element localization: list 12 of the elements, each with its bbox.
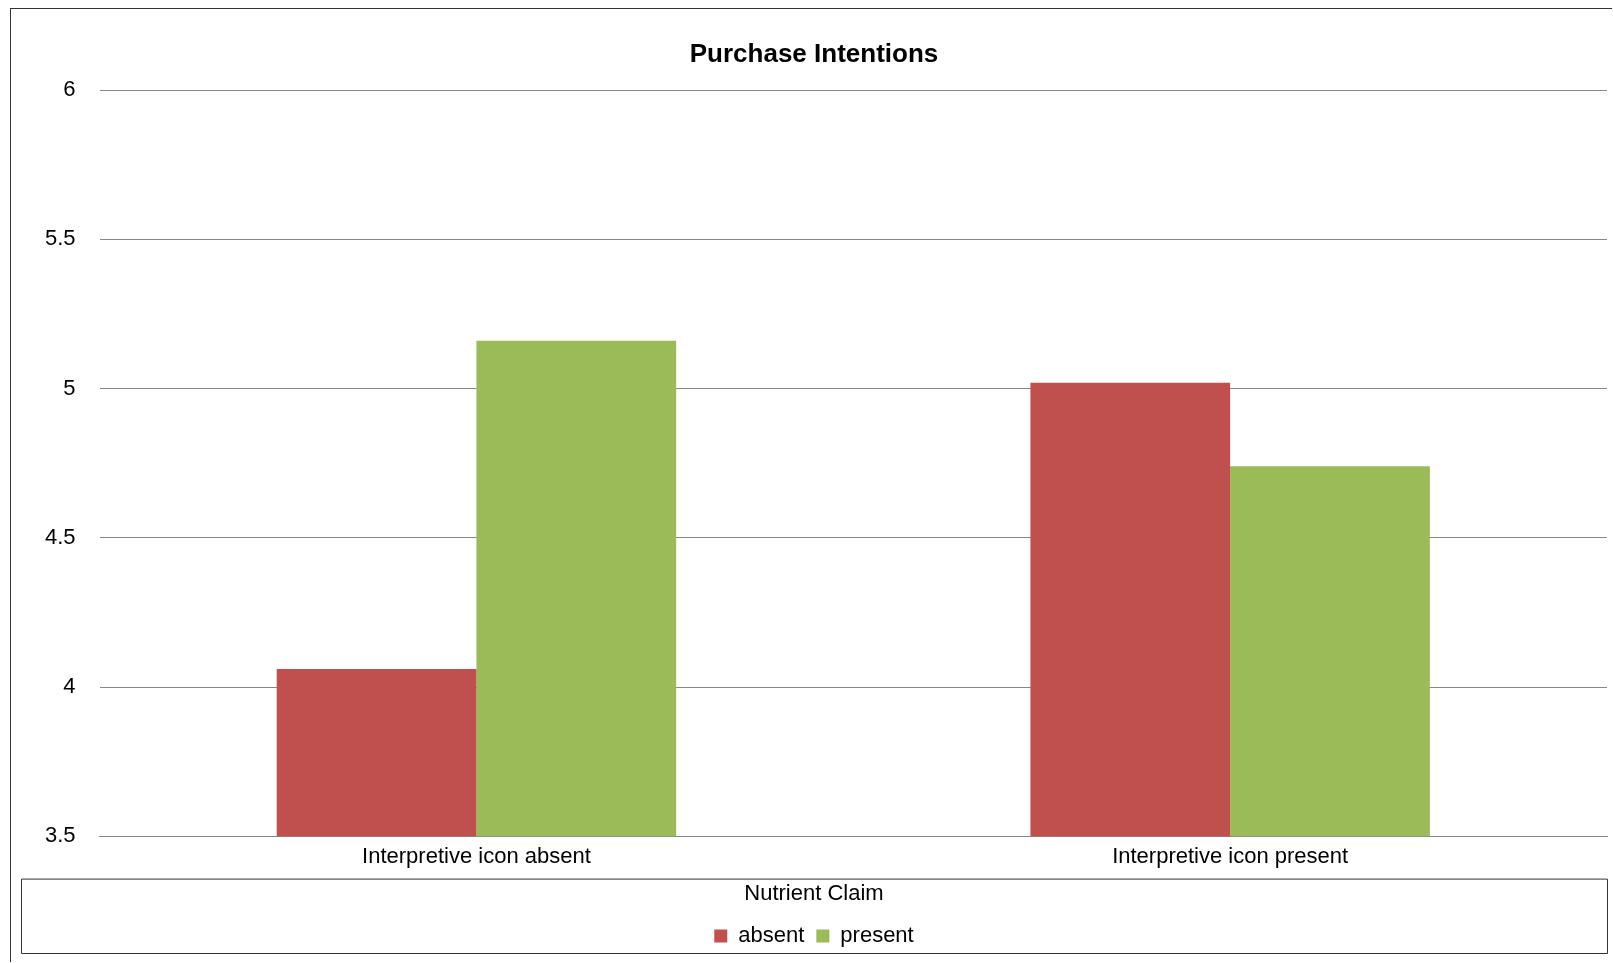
chart-title: Purchase Intentions bbox=[689, 37, 939, 68]
legend-label: absent bbox=[738, 922, 805, 948]
y-tick-label: 5.5 bbox=[44, 225, 76, 251]
legend-label: present bbox=[840, 922, 914, 948]
x-tick-label: Interpretive icon absent bbox=[362, 843, 591, 869]
y-tick-label: 6 bbox=[63, 76, 76, 102]
y-tick-label: 4 bbox=[63, 673, 76, 699]
legend-title: Nutrient Claim bbox=[744, 879, 884, 905]
y-tick-label: 3.5 bbox=[44, 822, 76, 848]
y-tick-label: 4.5 bbox=[44, 523, 76, 549]
y-tick-label: 5 bbox=[63, 374, 76, 400]
x-tick-label: Interpretive icon present bbox=[1112, 843, 1349, 869]
